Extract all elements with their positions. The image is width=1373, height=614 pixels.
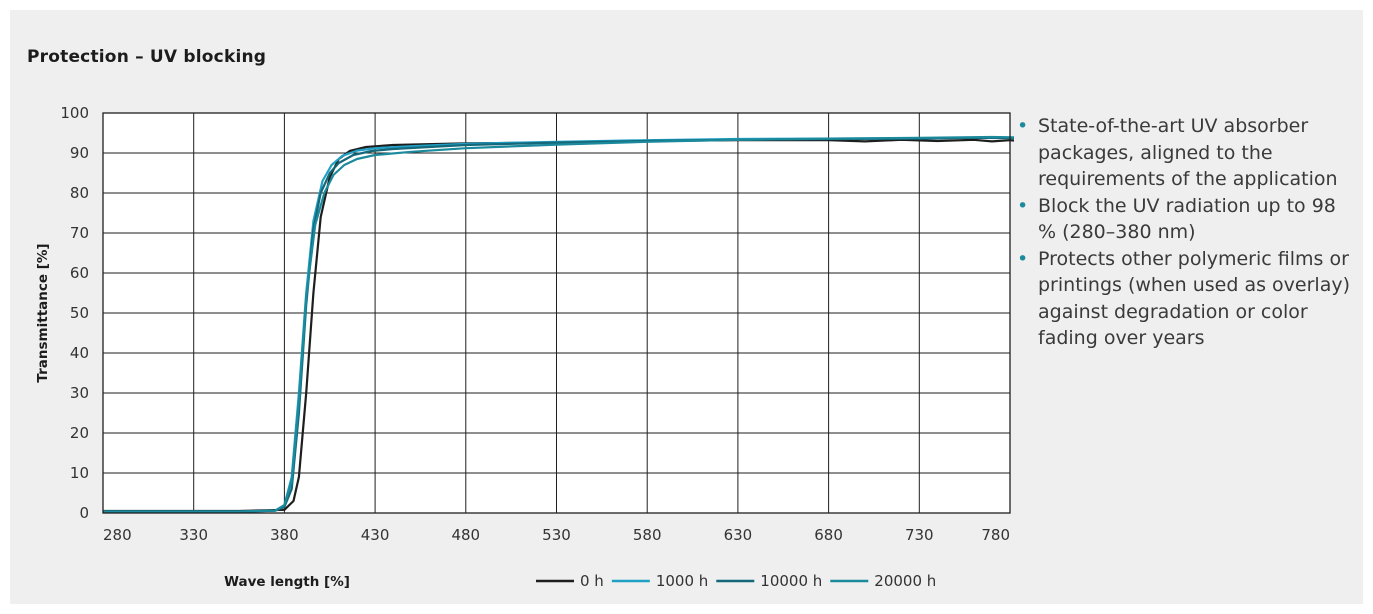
y-tick-label: 50	[70, 304, 89, 322]
y-tick-label: 70	[70, 224, 89, 242]
x-tick-label: 480	[451, 526, 480, 544]
x-tick-label: 380	[270, 526, 299, 544]
y-tick-label: 0	[79, 504, 89, 522]
legend-label: 10000 h	[760, 572, 822, 590]
series-lines	[103, 135, 1014, 513]
x-tick-label: 330	[179, 526, 208, 544]
legend-label: 20000 h	[874, 572, 936, 590]
y-tick-label: 60	[70, 264, 89, 282]
legend: 0 h 1000 h 10000 h 20000 h	[536, 572, 936, 590]
y-tick-label: 10	[70, 464, 89, 482]
feature-item-uv-block: Block the UV radiation up to 98 % (280–3…	[1013, 193, 1358, 246]
tick-labels: 0 10 20 30 40 50 60 70 80 90 100 280 330 380 430 480 530…	[60, 104, 1010, 544]
feature-list: State-of-the-art UV absorber packages, a…	[1013, 113, 1358, 352]
y-tick-label: 20	[70, 424, 89, 442]
plot-frame	[102, 112, 1011, 514]
legend-label: 0 h	[580, 572, 604, 590]
y-tick-label: 90	[70, 144, 89, 162]
y-tick-label: 30	[70, 384, 89, 402]
feature-item-uv-absorber: State-of-the-art UV absorber packages, a…	[1013, 113, 1358, 193]
chart-title: Protection – UV blocking	[27, 47, 267, 67]
x-tick-label: 280	[103, 526, 132, 544]
legend-label: 1000 h	[656, 572, 708, 590]
series-line-0h	[103, 138, 1014, 513]
y-tick-label: 80	[70, 184, 89, 202]
y-axis-label: Transmittance [%]	[35, 243, 51, 382]
x-tick-label: 680	[814, 526, 843, 544]
y-tick-label: 100	[60, 104, 89, 122]
series-line-20000h	[103, 135, 1014, 513]
x-tick-label: 430	[361, 526, 390, 544]
feature-item-protection: Protects other polymeric films or printi…	[1013, 246, 1358, 352]
y-tick-label: 40	[70, 344, 89, 362]
x-tick-label: 530	[542, 526, 571, 544]
x-tick-label: 630	[724, 526, 753, 544]
x-axis-label: Wave length [%]	[224, 574, 350, 590]
x-tick-label: 580	[633, 526, 662, 544]
x-tick-label: 730	[905, 526, 934, 544]
x-tick-label: 780	[981, 526, 1010, 544]
